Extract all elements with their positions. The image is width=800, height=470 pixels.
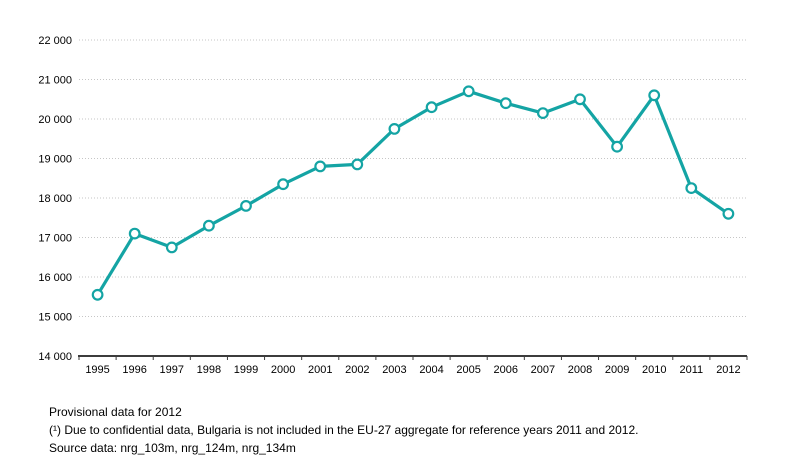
y-axis-label: 14 000: [38, 351, 72, 363]
chart-footnotes: Provisional data for 2012 (¹) Due to con…: [49, 403, 638, 457]
y-axis-label: 22 000: [38, 35, 72, 47]
x-axis-label: 2001: [308, 364, 332, 376]
x-axis-label: 1997: [160, 364, 184, 376]
x-axis-label: 2006: [494, 364, 518, 376]
data-point-marker: [425, 101, 438, 114]
data-point-marker: [722, 207, 735, 220]
data-point-marker: [537, 107, 549, 119]
data-point-marker: [277, 178, 290, 191]
x-axis-label: 2009: [605, 364, 629, 376]
x-axis-label: 2005: [456, 364, 480, 376]
x-axis-label: 2000: [271, 364, 295, 376]
footnote-confidential: (¹) Due to confidential data, Bulgaria i…: [49, 423, 639, 437]
x-axis-label: 2008: [568, 364, 592, 376]
x-axis-label: 2011: [680, 364, 704, 376]
data-point-marker: [462, 85, 475, 98]
x-axis-label: 2012: [716, 364, 740, 376]
data-point-marker: [351, 158, 364, 171]
y-axis-label: 15 000: [38, 312, 72, 324]
data-point-marker: [91, 288, 104, 301]
x-axis-label: 2002: [345, 364, 369, 376]
x-axis-label: 2007: [531, 364, 555, 376]
y-axis-label: 17 000: [38, 233, 72, 245]
y-axis-label: 20 000: [38, 114, 72, 126]
data-point-marker: [314, 160, 327, 173]
x-axis-label: 2010: [642, 364, 666, 376]
data-point-marker: [165, 241, 178, 254]
data-point-marker: [202, 219, 215, 232]
line-chart: 14 000 15 000 16 000 17 000 18 000 19 000 20 0…: [38, 35, 748, 376]
x-axis-label: 1996: [122, 364, 146, 376]
data-point-marker: [128, 227, 141, 240]
y-axis-label: 19 000: [38, 154, 72, 166]
data-point-marker: [648, 89, 661, 102]
y-axis-label: 16 000: [38, 272, 72, 284]
data-point-marker: [685, 182, 698, 195]
data-point-marker: [240, 199, 252, 212]
data-point-marker: [611, 140, 623, 153]
data-point-marker: [499, 97, 512, 110]
data-series-line: [95, 89, 731, 297]
data-point-marker: [574, 93, 586, 106]
x-axis-label: 2004: [419, 364, 443, 376]
x-axis-label: 1998: [197, 364, 221, 376]
footnote-provisional: Provisional data for 2012: [49, 405, 182, 419]
y-axis-label: 21 000: [38, 75, 72, 87]
x-axis-label: 1995: [85, 364, 109, 376]
data-point-marker: [388, 122, 401, 135]
y-axis-label: 18 000: [38, 193, 72, 205]
footnote-source: Source data: nrg_103m, nrg_124m, nrg_134…: [49, 441, 296, 455]
x-axis-label: 1999: [234, 364, 258, 376]
x-axis-label: 2003: [382, 364, 406, 376]
